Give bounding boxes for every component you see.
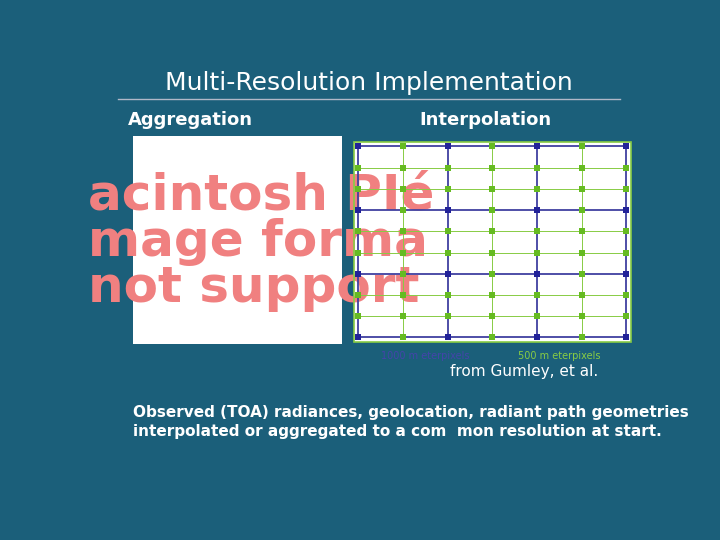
Text: mage forma: mage forma	[89, 218, 428, 266]
Text: interpolated or aggregated to a com  mon resolution at start.: interpolated or aggregated to a com mon …	[132, 424, 662, 439]
Bar	[132, 137, 342, 345]
Bar	[354, 142, 631, 342]
Text: acintosh PIé: acintosh PIé	[89, 172, 435, 220]
Text: Observed (TOA) radiances, geolocation, radiant path geometries: Observed (TOA) radiances, geolocation, r…	[132, 406, 688, 420]
Text: Interpolation: Interpolation	[419, 111, 552, 129]
Text: Multi-Resolution Implementation: Multi-Resolution Implementation	[165, 71, 573, 95]
Text: 1000 m eterpixels: 1000 m eterpixels	[381, 351, 469, 361]
Text: Aggregation: Aggregation	[128, 111, 253, 129]
Text: not support: not support	[89, 264, 420, 312]
Text: 500 m eterpixels: 500 m eterpixels	[518, 351, 600, 361]
Text: from Gumley, et al.: from Gumley, et al.	[450, 364, 598, 379]
Bar	[354, 142, 631, 342]
